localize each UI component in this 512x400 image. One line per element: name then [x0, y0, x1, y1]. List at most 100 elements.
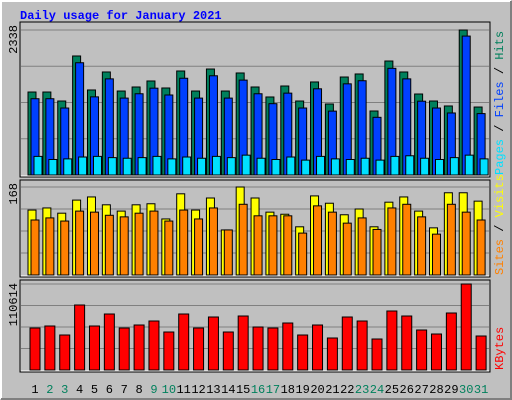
x-tick-label: 25: [385, 383, 399, 397]
bar: [148, 320, 160, 371]
x-tick-label: 21: [325, 383, 339, 397]
bar: [345, 158, 355, 176]
x-tick-label: 9: [150, 383, 157, 397]
bar: [313, 205, 323, 276]
bar: [193, 327, 205, 371]
bar: [461, 35, 471, 176]
bar: [107, 157, 117, 176]
legend-entry: KBytes: [493, 327, 507, 370]
bar: [301, 159, 311, 176]
x-tick-label: 8: [135, 383, 142, 397]
bar: [390, 155, 400, 176]
bar: [282, 322, 294, 371]
x-tick-label: 7: [121, 383, 128, 397]
bar: [167, 158, 177, 176]
bar: [92, 155, 102, 176]
bar: [48, 158, 58, 176]
bar: [194, 218, 204, 276]
bar: [479, 158, 489, 176]
x-tick-label: 11: [176, 383, 190, 397]
bar: [330, 158, 340, 176]
bar: [75, 210, 85, 276]
bar: [222, 331, 234, 371]
bar: [431, 233, 441, 276]
bar: [59, 334, 71, 371]
bar: [207, 316, 219, 371]
bar: [475, 335, 487, 371]
bar: [211, 155, 221, 176]
bar: [78, 156, 88, 176]
x-tick-label: 23: [355, 383, 369, 397]
legend-separator: /: [493, 217, 507, 239]
bar: [149, 210, 159, 276]
bar: [182, 156, 192, 176]
x-tick-label: 5: [91, 383, 98, 397]
bar: [286, 156, 296, 176]
bar: [223, 229, 233, 276]
bar: [360, 157, 370, 176]
bar: [178, 313, 190, 371]
x-tick-label: 10: [162, 383, 176, 397]
bar: [118, 327, 130, 371]
bar: [163, 331, 175, 371]
bar: [44, 325, 56, 371]
x-tick-label: 16: [251, 383, 265, 397]
bar: [342, 222, 352, 276]
y-tick-label: 2338: [7, 25, 21, 54]
bar: [179, 209, 189, 276]
bar: [268, 215, 278, 276]
bar: [401, 315, 413, 371]
bar: [356, 320, 368, 371]
legend: Sites / Visits: [493, 174, 507, 275]
bar: [89, 211, 99, 276]
bar: [226, 157, 236, 176]
x-tick-label: 20: [310, 383, 324, 397]
bar: [464, 154, 474, 176]
bar: [63, 158, 73, 176]
bar: [60, 220, 70, 276]
bar: [476, 219, 486, 276]
bar: [283, 215, 293, 276]
bar: [375, 159, 385, 176]
bar: [197, 157, 207, 176]
x-tick-label: 15: [236, 383, 250, 397]
bar: [326, 337, 338, 371]
x-tick-label: 29: [444, 383, 458, 397]
legend-entry: Pages: [493, 139, 507, 175]
bar: [341, 316, 353, 371]
bar: [45, 217, 55, 276]
bar: [33, 155, 43, 176]
bar: [238, 203, 248, 276]
bar: [29, 327, 41, 371]
bar: [297, 334, 309, 371]
bar: [417, 216, 427, 276]
x-tick-label: 6: [106, 383, 113, 397]
bar: [30, 219, 40, 276]
x-tick-label: 26: [400, 383, 414, 397]
bar: [327, 211, 337, 276]
bar: [267, 327, 279, 371]
bar: [253, 215, 263, 276]
legend-separator: /: [493, 60, 507, 82]
bar: [445, 312, 457, 371]
bar: [88, 325, 100, 371]
legend-entry: Sites: [493, 239, 507, 275]
bar: [137, 157, 147, 176]
x-tick-label: 12: [191, 383, 205, 397]
bar: [461, 211, 471, 276]
bar: [460, 283, 472, 371]
y-tick-label: 110614: [7, 283, 21, 326]
y-tick-label: 168: [7, 183, 21, 205]
x-tick-label: 17: [266, 383, 280, 397]
bar: [74, 304, 86, 371]
bar: [119, 216, 129, 276]
x-tick-label: 31: [474, 383, 488, 397]
x-tick-label: 28: [429, 383, 443, 397]
x-tick-label: 19: [295, 383, 309, 397]
bar: [312, 324, 324, 371]
x-tick-label: 3: [61, 383, 68, 397]
x-tick-label: 18: [281, 383, 295, 397]
bar: [103, 313, 115, 371]
legend-entry: Files: [493, 81, 507, 117]
